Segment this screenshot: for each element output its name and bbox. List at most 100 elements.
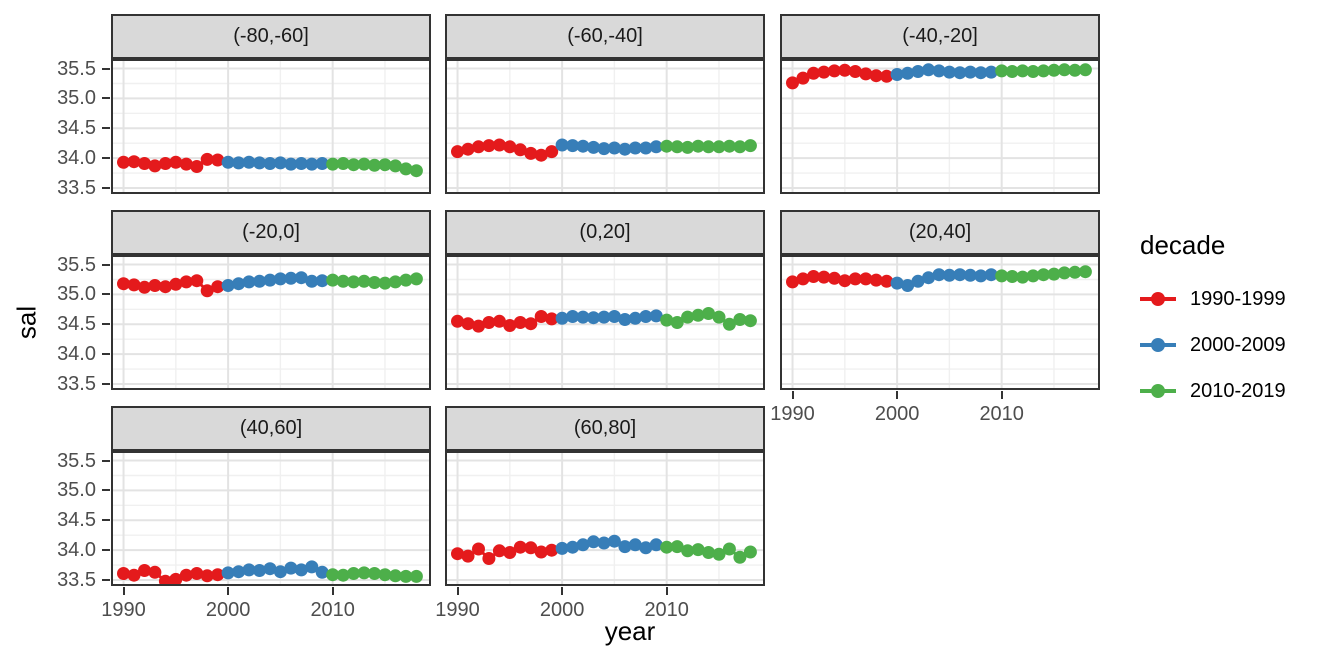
data-point [649, 309, 663, 323]
data-point [158, 574, 172, 586]
y-tick-label: 33.5 [57, 177, 96, 200]
data-point [628, 538, 642, 552]
data-point [1005, 65, 1019, 78]
data-point [838, 63, 852, 77]
data-point [587, 535, 600, 549]
panel-border [780, 59, 1100, 194]
data-point [607, 310, 621, 323]
data-point [357, 157, 371, 171]
data-point [628, 141, 642, 155]
data-point [284, 561, 298, 575]
x-tick-mark [561, 587, 564, 595]
data-point [880, 69, 894, 83]
data-point [712, 140, 726, 154]
panel-background [445, 59, 765, 194]
y-tick-label: 34.0 [57, 343, 96, 366]
data-point [1026, 65, 1040, 78]
data-point [158, 157, 172, 170]
data-point [336, 274, 350, 288]
data-point [368, 158, 381, 172]
y-tick-mark [102, 67, 110, 70]
data-point [211, 280, 225, 294]
y-tick-label: 33.5 [57, 373, 96, 396]
legend-entries: 1990-1999 2000-2009 2010-2019 [1140, 281, 1286, 409]
data-point [848, 65, 862, 78]
x-tick-mark [227, 587, 230, 595]
panel-border [445, 451, 765, 586]
data-point [253, 156, 266, 170]
data-point [963, 268, 977, 282]
data-point [743, 545, 757, 559]
data-point [482, 139, 496, 153]
data-point [409, 164, 423, 178]
data-point [953, 268, 967, 282]
data-point [513, 143, 527, 157]
x-tick-label: 2000 [539, 599, 585, 621]
data-point [786, 76, 799, 90]
facet-strip: (-60,-40] [445, 14, 765, 59]
data-point [169, 155, 183, 169]
data-point [461, 317, 475, 331]
data-point [743, 139, 757, 153]
legend-entry-label: 2000-2009 [1190, 333, 1286, 356]
data-point [138, 157, 151, 170]
data-point [545, 543, 559, 557]
legend-entry-label: 1990-1999 [1190, 287, 1286, 310]
data-point [388, 275, 402, 289]
facet-strip: (0,20] [445, 210, 765, 255]
data-point [211, 568, 225, 582]
data-point [1016, 270, 1030, 284]
y-tick-mark [102, 97, 110, 100]
data-point [807, 270, 820, 283]
data-point [409, 272, 423, 286]
data-point [576, 538, 590, 552]
data-point [974, 66, 988, 80]
data-point [451, 145, 464, 159]
data-point [461, 142, 475, 156]
data-point [294, 157, 308, 170]
data-point [702, 140, 715, 154]
facet-strip-label: (60,80] [573, 417, 637, 439]
facet-panel [780, 255, 1100, 390]
data-point [942, 268, 956, 282]
facet-panel [780, 59, 1100, 194]
data-point [336, 568, 350, 582]
data-point [127, 278, 141, 292]
data-point [607, 141, 621, 155]
data-point [461, 549, 475, 563]
facet-panel [111, 451, 431, 586]
data-point [995, 269, 1009, 283]
data-point [702, 307, 715, 320]
data-point [148, 565, 162, 579]
x-tick-mark [1000, 391, 1003, 399]
y-tick-mark [102, 459, 110, 462]
data-point [639, 541, 653, 555]
data-point [827, 64, 841, 78]
data-point [472, 140, 485, 154]
data-point [691, 308, 705, 322]
x-tick-label: 1990 [435, 599, 480, 621]
data-point [681, 310, 695, 324]
data-point [1016, 64, 1030, 78]
y-tick-label: 34.5 [57, 313, 96, 336]
data-point [273, 156, 287, 170]
facet-strip-label: (-40,-20] [902, 25, 978, 47]
x-tick-mark [456, 587, 459, 595]
data-point [315, 274, 329, 288]
data-point [1057, 266, 1071, 280]
data-point [211, 153, 225, 167]
data-point [138, 564, 151, 577]
data-point [733, 140, 747, 154]
data-point [315, 157, 329, 170]
data-point [1078, 63, 1092, 77]
data-point [200, 284, 214, 298]
data-point [179, 275, 193, 289]
x-tick-label: 2010 [310, 599, 355, 621]
data-point [597, 142, 611, 156]
legend-key-dot [1151, 384, 1165, 398]
data-point [743, 314, 757, 328]
y-tick-mark [102, 127, 110, 130]
data-point [190, 567, 204, 580]
data-point [660, 540, 674, 554]
data-point [399, 162, 413, 176]
